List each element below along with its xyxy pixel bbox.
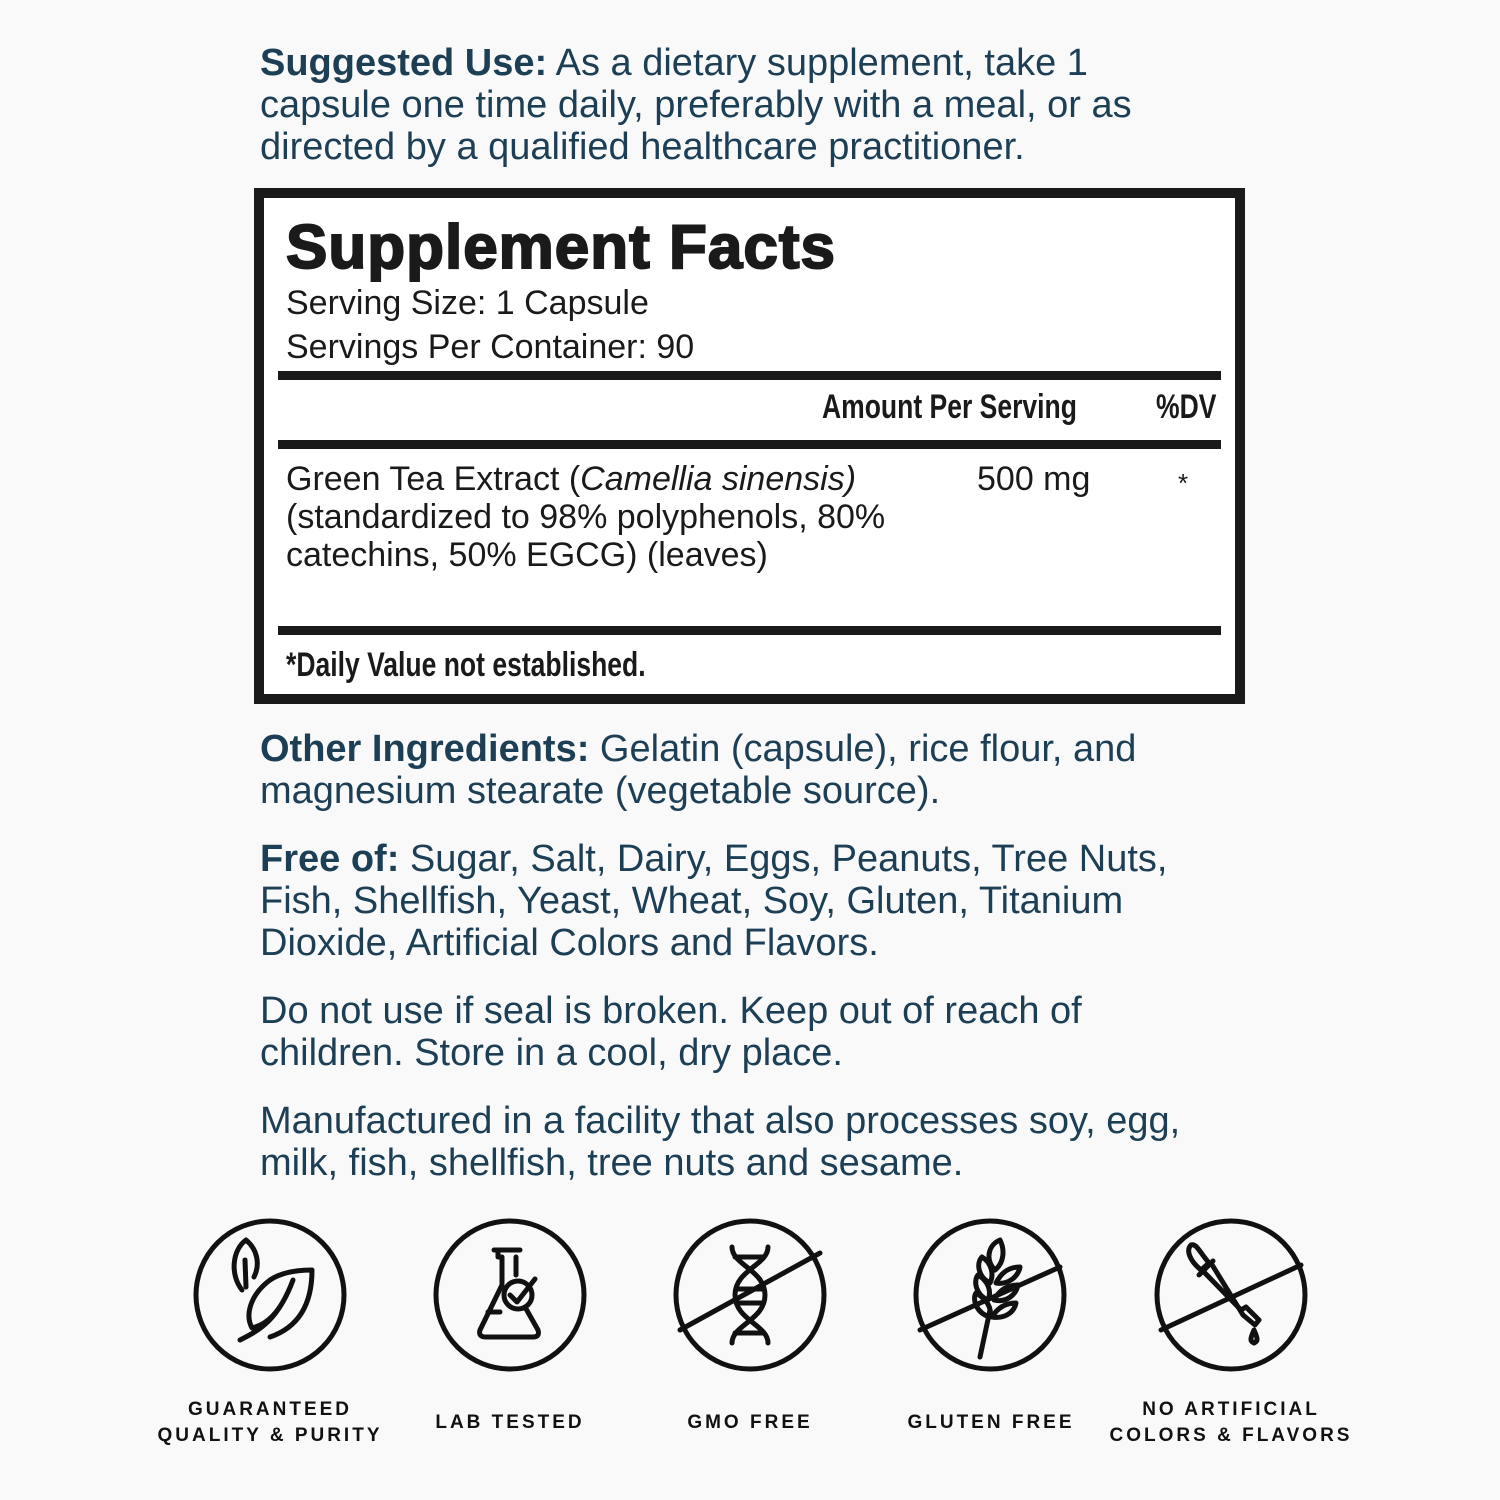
allergen-statement: Manufactured in a facility that also pro… (260, 1100, 1181, 1184)
ingredient-dv: * (1178, 468, 1189, 498)
ingredient-amount: 500 mg (977, 460, 1091, 498)
dna-crossed-icon (670, 1215, 830, 1375)
footnote: *Daily Value not established. (286, 646, 646, 684)
badge-label-line: QUALITY & PURITY (157, 1425, 383, 1446)
badge-label-line: COLORS & FLAVORS (1109, 1425, 1353, 1446)
header-amount: Amount Per Serving (822, 388, 1077, 426)
badge-label-no-artificial: NO ARTIFICIAL COLORS & FLAVORS (1101, 1397, 1361, 1449)
badge-label-line: NO ARTIFICIAL (1142, 1399, 1320, 1420)
supplement-facts-panel: Supplement Facts Serving Size: 1 Capsule… (254, 188, 1245, 704)
ingredient-latin-name: Camellia sinensis) (580, 460, 857, 498)
badge-label-line: GUARANTEED (187, 1399, 353, 1420)
badge-label-lab-tested: LAB TESTED (380, 1410, 640, 1436)
dropper-crossed-icon (1151, 1215, 1311, 1375)
ingredient-common-name: Green Tea Extract ( (286, 460, 581, 498)
free-of-text: Sugar, Salt, Dairy, Eggs, Peanuts, Tree … (260, 838, 1168, 964)
header-dv: %DV (1156, 388, 1217, 426)
ingredient-detail: (standardized to 98% polyphenols, 80% ca… (286, 498, 886, 574)
other-ingredients-text: Gelatin (capsule), rice flour, and magne… (260, 728, 1137, 812)
flask-check-icon (430, 1215, 590, 1375)
other-ingredients: Other Ingredients: Gelatin (capsule), ri… (260, 728, 1220, 812)
suggested-use-label: Suggested Use: (260, 42, 548, 84)
other-ingredients-label: Other Ingredients: (260, 728, 590, 770)
warning: Do not use if seal is broken. Keep out o… (260, 990, 1082, 1074)
ingredient-name: Green Tea Extract (Camellia sinensis) (s… (286, 460, 886, 574)
divider (278, 440, 1221, 449)
serving-size: Serving Size: 1 Capsule (286, 284, 649, 322)
panel-title: Supplement Facts (285, 212, 836, 283)
divider (278, 371, 1221, 380)
servings-per-container: Servings Per Container: 90 (286, 328, 695, 366)
badge-label-gmo-free: GMO FREE (620, 1410, 880, 1436)
divider (278, 626, 1221, 635)
free-of-label: Free of: (260, 838, 400, 880)
suggested-use-text: As a dietary supplement, take 1 capsule … (260, 42, 1132, 168)
badge-label-quality: GUARANTEED QUALITY & PURITY (140, 1397, 400, 1449)
suggested-use: Suggested Use: As a dietary supplement, … (260, 42, 1220, 168)
leaf-icon (190, 1215, 350, 1375)
badge-label-line: GMO FREE (687, 1412, 813, 1433)
badge-label-line: GLUTEN FREE (907, 1412, 1075, 1433)
badge-label-line: LAB TESTED (435, 1412, 585, 1433)
badge-label-gluten-free: GLUTEN FREE (861, 1410, 1121, 1436)
free-of: Free of: Sugar, Salt, Dairy, Eggs, Peanu… (260, 838, 1220, 964)
wheat-crossed-icon (910, 1215, 1070, 1375)
